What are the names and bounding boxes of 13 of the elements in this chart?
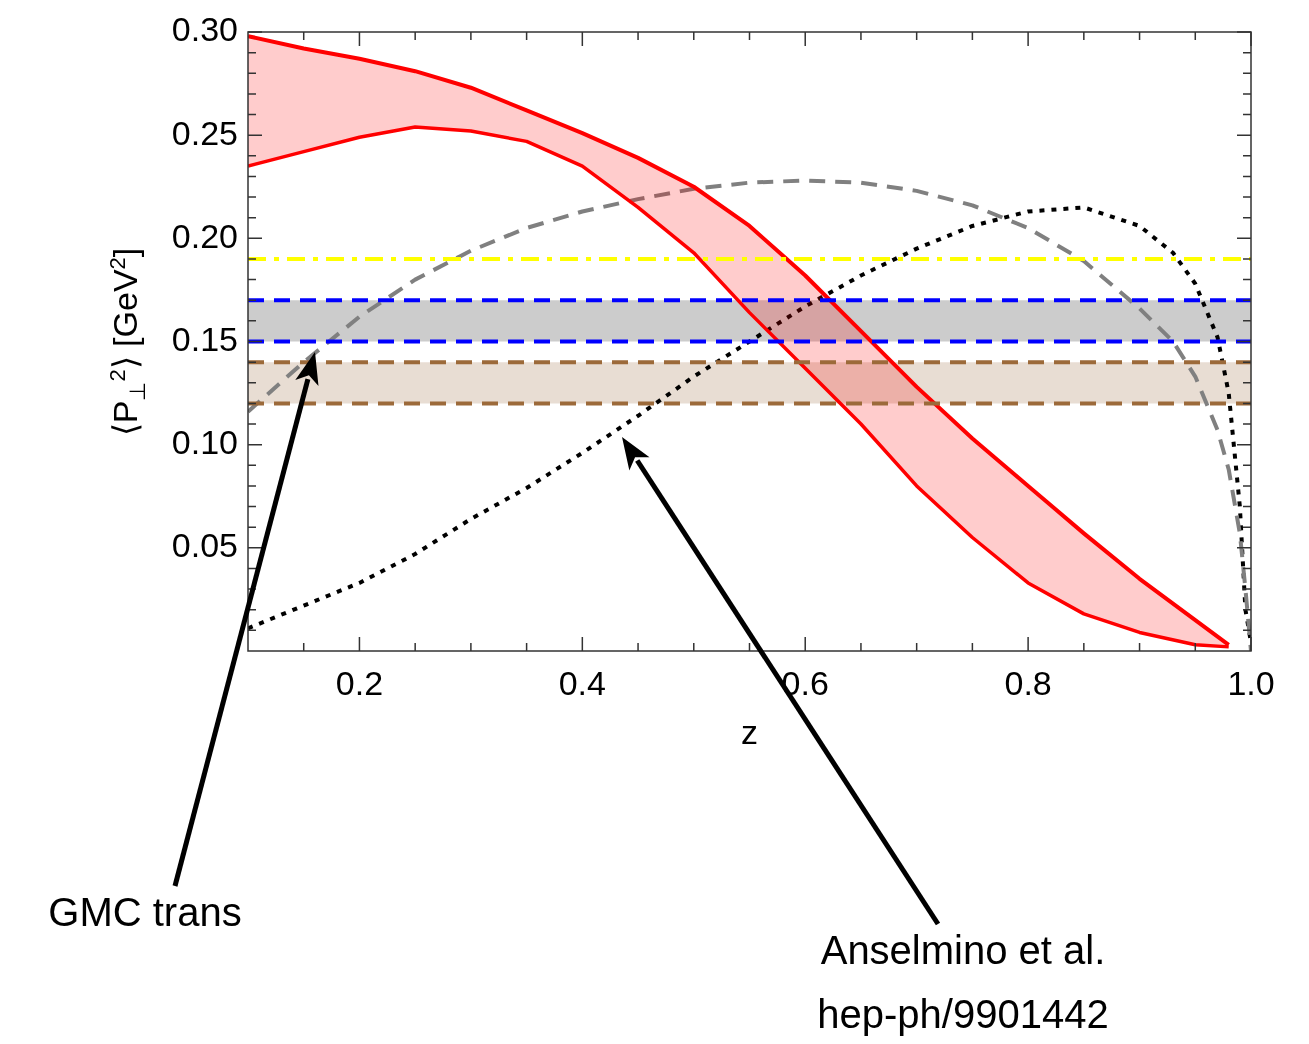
y-tick-label: 0.05 [171,526,238,565]
x-tick-label: 0.8 [1004,663,1052,702]
x-tick-label: 0.4 [558,663,606,702]
y-tick-label: 0.30 [171,10,238,49]
y-tick-label: 0.15 [171,319,238,358]
text: Anselmino et al. hep-ph/9901442 [817,927,1109,1038]
y-tick-label: 0.25 [171,113,238,152]
x-axis-title: z [741,713,758,752]
y-tick-label: 0.10 [171,423,238,462]
x-tick-label: 1.0 [1227,663,1275,702]
x-tick-label: 0.2 [335,663,384,702]
text: GMC trans [48,889,242,936]
y-tick-label: 0.20 [171,216,238,255]
